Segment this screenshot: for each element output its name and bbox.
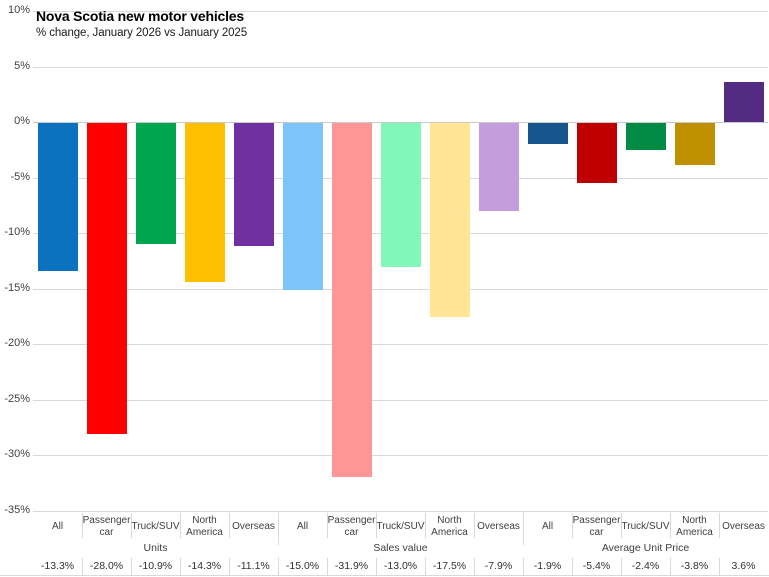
category-separator (425, 513, 426, 538)
value-separator (523, 558, 524, 576)
category-label: Overseas (477, 520, 520, 532)
category-label: Overseas (232, 520, 275, 532)
gridline (33, 289, 768, 290)
category-separator (670, 513, 671, 538)
value-label: -28.0% (89, 560, 124, 572)
category-label: Passenger car (82, 514, 131, 538)
group-separator (278, 512, 279, 545)
bar-sales-value-passenger-car (331, 123, 372, 478)
zero-gridline (33, 122, 768, 123)
category-separator (719, 513, 720, 538)
value-separator (327, 558, 328, 576)
value-label: -1.9% (533, 560, 562, 572)
table-bottom-border (0, 575, 769, 576)
bar-units-overseas (233, 123, 274, 247)
category-label: Truck/SUV (376, 520, 425, 532)
category-separator (376, 513, 377, 538)
chart-header: Nova Scotia new motor vehicles % change,… (36, 8, 247, 39)
category-separator (572, 513, 573, 538)
category-label: All (541, 520, 554, 532)
bar-sales-value-truck-suv (380, 123, 421, 268)
category-label: North America (431, 514, 468, 538)
category-label: All (296, 520, 309, 532)
category-separator (621, 513, 622, 538)
y-axis-tick-label: -35% (4, 504, 30, 516)
bar-units-all (37, 123, 78, 271)
value-separator (180, 558, 181, 576)
gridline (33, 455, 768, 456)
value-label: -2.4% (631, 560, 660, 572)
gridline (33, 11, 768, 12)
group-label: Average Unit Price (601, 542, 690, 554)
y-axis-tick-label: 5% (14, 60, 30, 72)
y-axis-tick-label: 0% (14, 115, 30, 127)
value-label: -3.8% (680, 560, 709, 572)
value-label: -13.0% (383, 560, 418, 572)
value-label: 3.6% (731, 560, 756, 572)
value-separator (376, 558, 377, 576)
y-axis-tick-label: -25% (4, 393, 30, 405)
value-separator (131, 558, 132, 576)
y-axis-tick-label: -5% (10, 171, 30, 183)
value-label: -31.9% (334, 560, 369, 572)
bar-average-unit-price-north-america (674, 123, 715, 166)
value-label: -7.9% (484, 560, 513, 572)
category-separator (229, 513, 230, 538)
category-label: Truck/SUV (621, 520, 670, 532)
gridline (33, 511, 768, 512)
bar-units-north-america (184, 123, 225, 282)
bar-average-unit-price-overseas (723, 82, 764, 123)
value-label: -11.1% (237, 560, 270, 572)
y-axis-tick-label: -15% (4, 282, 30, 294)
group-label: Units (143, 542, 168, 554)
value-separator (572, 558, 573, 576)
value-separator (229, 558, 230, 576)
value-separator (474, 558, 475, 576)
bar-units-passenger-car (86, 123, 127, 435)
value-label: -5.4% (582, 560, 611, 572)
bar-average-unit-price-truck-suv (625, 123, 666, 150)
value-label: -10.9% (138, 560, 173, 572)
value-separator (425, 558, 426, 576)
y-axis-tick-label: -10% (4, 226, 30, 238)
bar-average-unit-price-passenger-car (576, 123, 617, 184)
value-separator (278, 558, 279, 576)
category-label: Overseas (722, 520, 765, 532)
value-label: -13.3% (40, 560, 75, 572)
y-axis-tick-label: -30% (4, 448, 30, 460)
category-label: Passenger car (572, 514, 621, 538)
category-separator (327, 513, 328, 538)
category-label: All (51, 520, 64, 532)
category-separator (131, 513, 132, 538)
value-separator (719, 558, 720, 576)
value-separator (82, 558, 83, 576)
group-label: Sales value (373, 542, 428, 554)
chart-subtitle: % change, January 2026 vs January 2025 (36, 27, 248, 39)
gridline (33, 400, 768, 401)
value-separator (621, 558, 622, 576)
value-label: -15.0% (285, 560, 320, 572)
value-label: -14.3% (187, 560, 222, 572)
bar-average-unit-price-all (527, 123, 568, 145)
category-separator (180, 513, 181, 538)
category-label: Truck/SUV (131, 520, 180, 532)
gridline (33, 344, 768, 345)
group-separator (523, 512, 524, 545)
value-label: -17.5% (432, 560, 467, 572)
chart-title: Nova Scotia new motor vehicles (36, 8, 244, 24)
category-label: North America (676, 514, 713, 538)
gridline (33, 67, 768, 68)
category-separator (474, 513, 475, 538)
bar-sales-value-overseas (478, 123, 519, 211)
category-label: Passenger car (327, 514, 376, 538)
y-axis-tick-label: 10% (7, 4, 30, 16)
y-axis-tick-label: -20% (4, 337, 30, 349)
bar-units-truck-suv (135, 123, 176, 245)
bar-sales-value-north-america (429, 123, 470, 318)
category-separator (82, 513, 83, 538)
bar-sales-value-all (282, 123, 323, 290)
category-label: North America (186, 514, 223, 538)
value-separator (670, 558, 671, 576)
